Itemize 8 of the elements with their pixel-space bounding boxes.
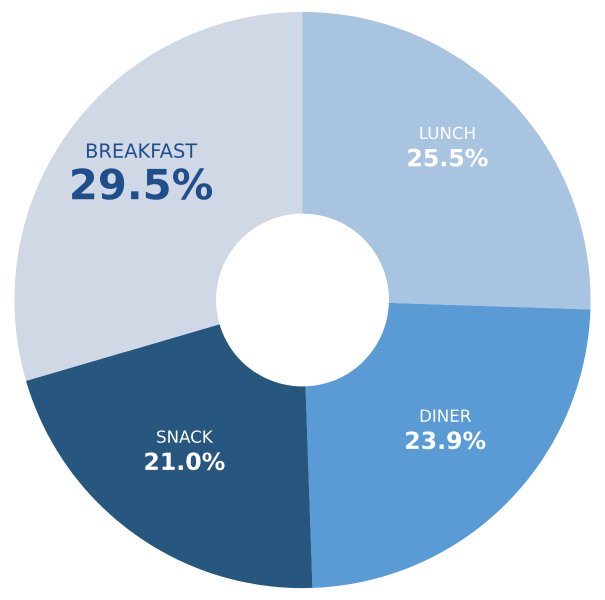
slice-label: LUNCH (420, 126, 474, 140)
data-label: 21.0% (145, 452, 225, 470)
slice-label: DINER (420, 410, 471, 422)
data-label: 23.9% (406, 431, 486, 450)
data-label: 29.5% (72, 168, 212, 200)
data-label: 25.5% (408, 148, 488, 167)
slice-label: SNACK (157, 430, 214, 443)
slice-label: BREAKFAST (86, 143, 198, 158)
